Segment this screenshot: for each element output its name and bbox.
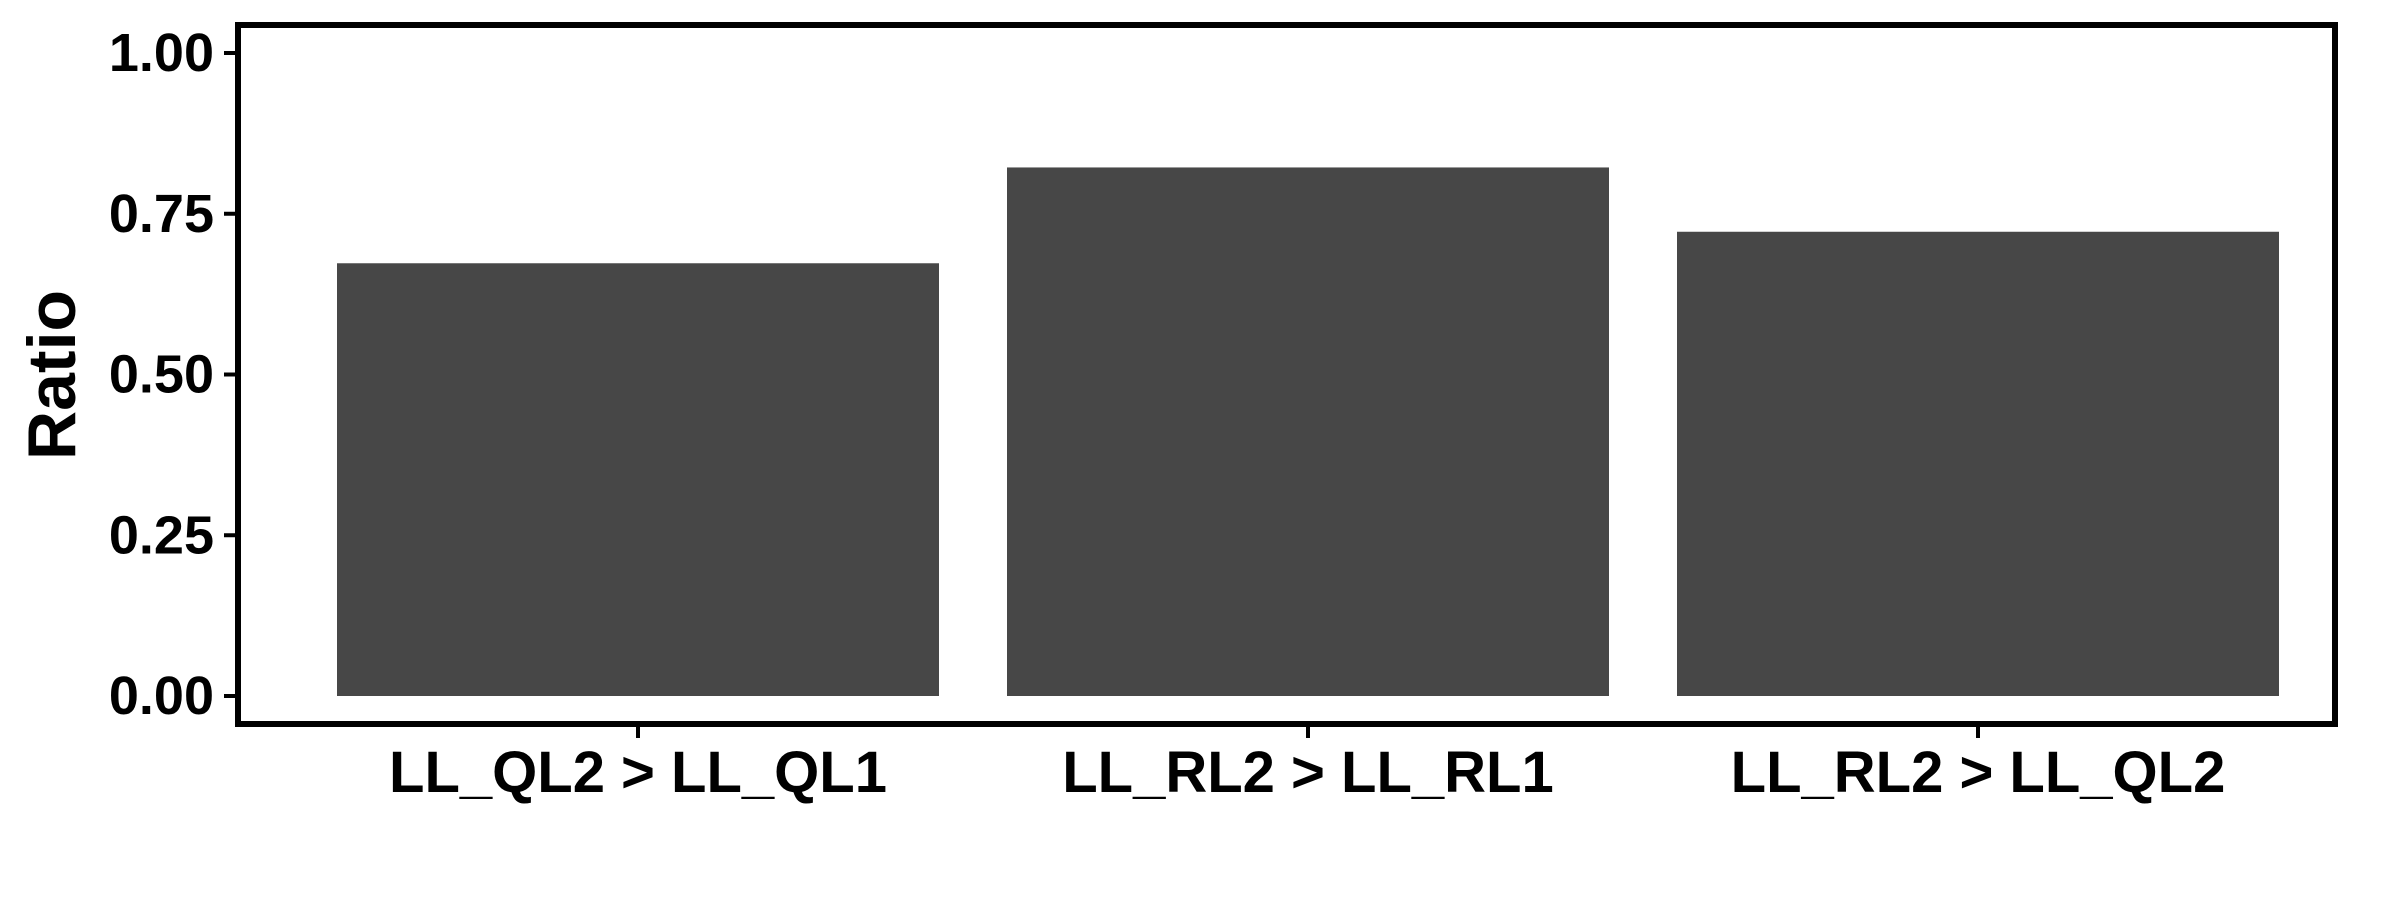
- y-tick-label: 0.25: [109, 505, 214, 565]
- x-tick-label: LL_QL2 > LL_QL1: [389, 740, 887, 805]
- y-tick-label: 1.00: [109, 23, 214, 83]
- y-axis-ticks: 0.00 0.25 0.50 0.75 1.00: [109, 23, 238, 726]
- y-axis-title: Ratio: [14, 290, 90, 460]
- x-tick-label: LL_RL2 > LL_RL1: [1062, 740, 1553, 805]
- y-tick-label: 0.00: [109, 666, 214, 726]
- bar-3: [1677, 231, 2279, 696]
- bars-layer: [337, 167, 2279, 697]
- bar-2: [1007, 167, 1609, 697]
- x-axis-ticks: LL_QL2 > LL_QL1 LL_RL2 > LL_RL1 LL_RL2 > L…: [389, 724, 2225, 805]
- x-tick-label: LL_RL2 > LL_QL2: [1731, 740, 2226, 805]
- y-tick-label: 0.50: [109, 345, 214, 405]
- y-tick-label: 0.75: [109, 184, 214, 244]
- bar-1: [337, 263, 939, 696]
